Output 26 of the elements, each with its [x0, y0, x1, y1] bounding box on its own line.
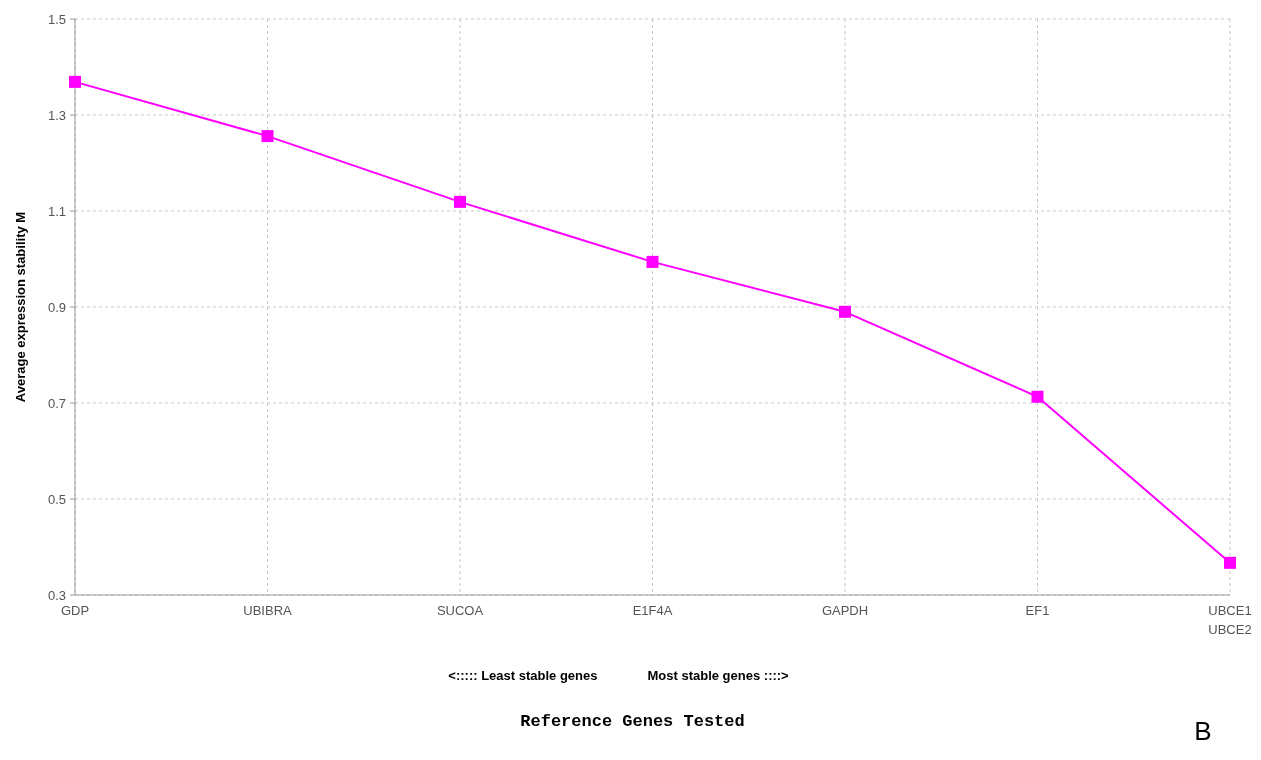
y-tick-label: 0.3	[47, 587, 66, 603]
x-tick-label: E1F4A	[632, 603, 673, 618]
x-tick-label: GDP	[60, 603, 90, 618]
point	[69, 75, 81, 88]
text: Most stable genes ::::>	[647, 668, 790, 683]
y-tick-label: 0.5	[47, 491, 66, 507]
point	[261, 130, 274, 143]
x-tick-label: SUCOA	[436, 603, 484, 618]
y-tick-label: 0.7	[47, 395, 66, 411]
text: <::::: Least stable genes	[448, 668, 598, 683]
y-tick-label: 1.5	[47, 11, 66, 27]
x-tick-label: EF1	[1025, 603, 1050, 618]
x-tick-label: UBCE1 UBCE2	[1208, 603, 1252, 637]
x-axis-title: Reference Genes Tested	[520, 712, 745, 731]
y-tick-label: 1.3	[47, 107, 66, 123]
point	[646, 255, 659, 268]
point	[1031, 390, 1044, 403]
y-axis-title: Average expression stability M	[13, 211, 28, 403]
point	[839, 305, 851, 318]
text: B	[1194, 716, 1212, 746]
x-tick-label: UBIBRA	[243, 603, 293, 618]
point	[454, 195, 466, 208]
point	[1224, 556, 1236, 569]
y-tick-label: 1.1	[47, 203, 66, 219]
x-tick-label: GAPDH	[821, 603, 869, 618]
y-tick-label: 0.9	[47, 299, 66, 315]
